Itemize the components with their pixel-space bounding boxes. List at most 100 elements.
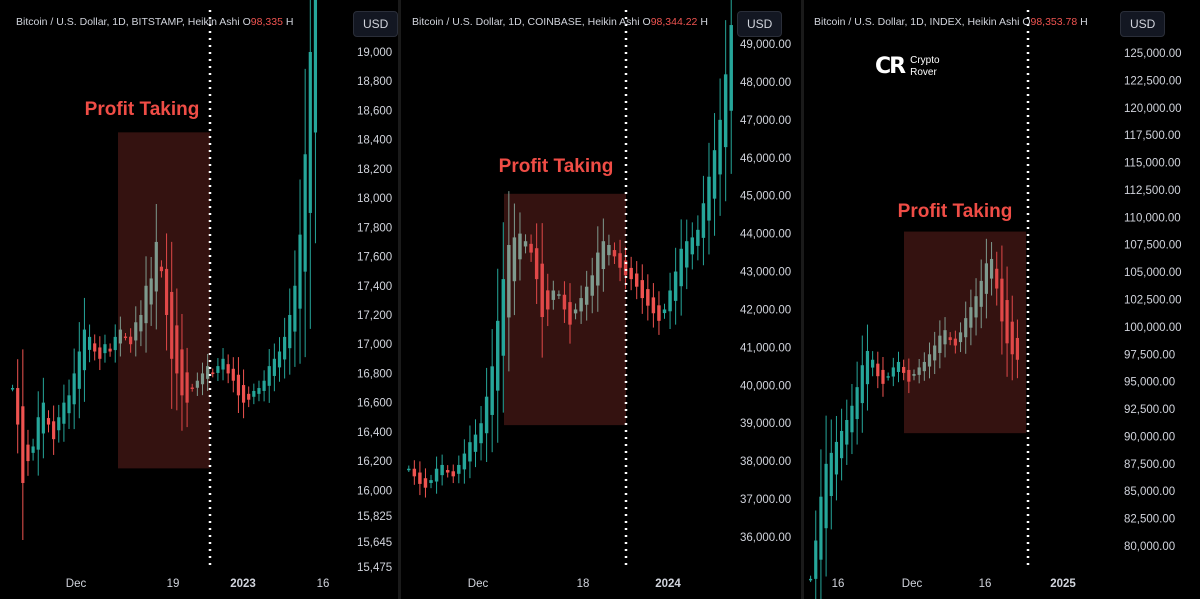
y-axis-tick-label: 16,600 [357,398,392,410]
candle-body [82,329,87,371]
y-axis-tick-label: 48,000.00 [740,77,791,89]
y-axis-tick-label: 16,400 [357,427,392,439]
currency-button[interactable]: USD [737,11,783,37]
y-axis-tick-label: 15,825 [357,511,392,523]
candle-body [93,343,97,352]
y-axis-tick-label: 42,000.00 [740,304,791,316]
y-axis-tick-label: 120,000.00 [1124,103,1182,115]
candle-body [216,366,220,373]
candle-body [185,372,189,403]
candle-body [850,405,854,433]
candle-body [712,150,717,199]
y-axis-tick-label: 18,600 [357,105,392,117]
y-axis-tick-label: 92,500.00 [1124,404,1175,416]
candle-body [236,374,241,396]
candle-body [886,376,890,378]
y-axis-tick-label: 41,000.00 [740,342,791,354]
candle-body [262,380,266,391]
candle-body [313,0,318,133]
x-axis-tick-label: 16 [317,578,330,590]
panel-divider [398,0,401,599]
candle-body [434,468,439,482]
candle-body [860,365,864,404]
candle-body [584,286,589,305]
candle-body [958,332,963,343]
candle-body [953,338,957,346]
y-axis-tick-label: 49,000.00 [740,39,791,51]
y-axis-tick-label: 37,000.00 [740,494,791,506]
candle-body [103,344,107,354]
candle-body [462,453,467,470]
candle-body [484,396,489,434]
candle-body [668,290,672,312]
currency-button[interactable]: USD [353,11,399,37]
candle-body [865,350,870,385]
candle-body [974,296,978,318]
y-axis-tick-label: 18,400 [357,135,392,147]
candle-body [855,387,859,420]
candle-body [206,366,210,379]
candle-body [896,361,901,372]
candle-body [170,291,174,359]
candle-body [303,154,307,272]
candle-body [87,336,92,350]
x-axis-tick-label: 19 [167,578,180,590]
candle-body [646,289,650,306]
candle-body [175,325,179,374]
x-axis-tick-label: Dec [66,578,87,590]
candle-body [907,369,911,382]
symbol-title[interactable]: Bitcoin / U.S. Dollar, 1D, INDEX, Heikin… [814,16,1088,28]
candle-body [154,241,158,292]
candle-body [108,348,112,352]
candle-body [221,358,225,370]
candle-body [267,366,271,386]
candle-body [134,322,138,341]
y-axis-tick-label: 107,500.00 [1124,240,1182,252]
candle-body [429,480,433,483]
candle-body [113,336,117,351]
y-axis-tick-label: 82,500.00 [1124,514,1175,526]
candle-body [496,320,500,391]
candle-body [1010,321,1014,355]
candle-body [36,417,40,450]
y-axis-tick-label: 85,000.00 [1124,486,1175,498]
y-axis-tick-label: 17,600 [357,252,392,264]
candle-body [819,496,823,560]
symbol-title[interactable]: Bitcoin / U.S. Dollar, 1D, BITSTAMP, Hei… [16,16,294,28]
candle-body [440,464,444,476]
candle-body [933,345,937,361]
y-axis-tick-label: 38,000.00 [740,456,791,468]
candle-body [412,468,417,477]
symbol-title[interactable]: Bitcoin / U.S. Dollar, 1D, COINBASE, Hei… [412,16,708,28]
profit-taking-label: Profit Taking [499,156,614,177]
candle-body [298,234,302,309]
candle-body [690,237,695,255]
candle-body [1005,300,1009,344]
currency-button[interactable]: USD [1120,11,1166,37]
candle-body [252,390,256,397]
candle-body [912,373,916,376]
candle-body [21,406,25,483]
candle-body [573,309,578,314]
candle-body [679,248,683,287]
candle-body [629,267,633,280]
candle-body [451,471,455,477]
candle-body [26,444,30,462]
candle-body [596,252,600,286]
candle-body [293,285,297,332]
candle-body [16,388,20,425]
candle-body [938,335,942,353]
y-axis-tick-label: 15,475 [357,562,392,574]
y-axis-tick-label: 87,500.00 [1124,459,1175,471]
candle-body [308,52,312,213]
y-axis-tick-label: 17,200 [357,310,392,322]
candle-body [10,388,15,390]
candle-body [200,373,205,385]
candle-body [52,421,56,440]
y-axis-tick-label: 17,800 [357,222,392,234]
crypto-rover-logo: CR Crypto Rover [875,54,940,79]
y-axis-tick-label: 39,000.00 [740,418,791,430]
candle-body [834,441,839,475]
panel-divider [801,0,804,599]
